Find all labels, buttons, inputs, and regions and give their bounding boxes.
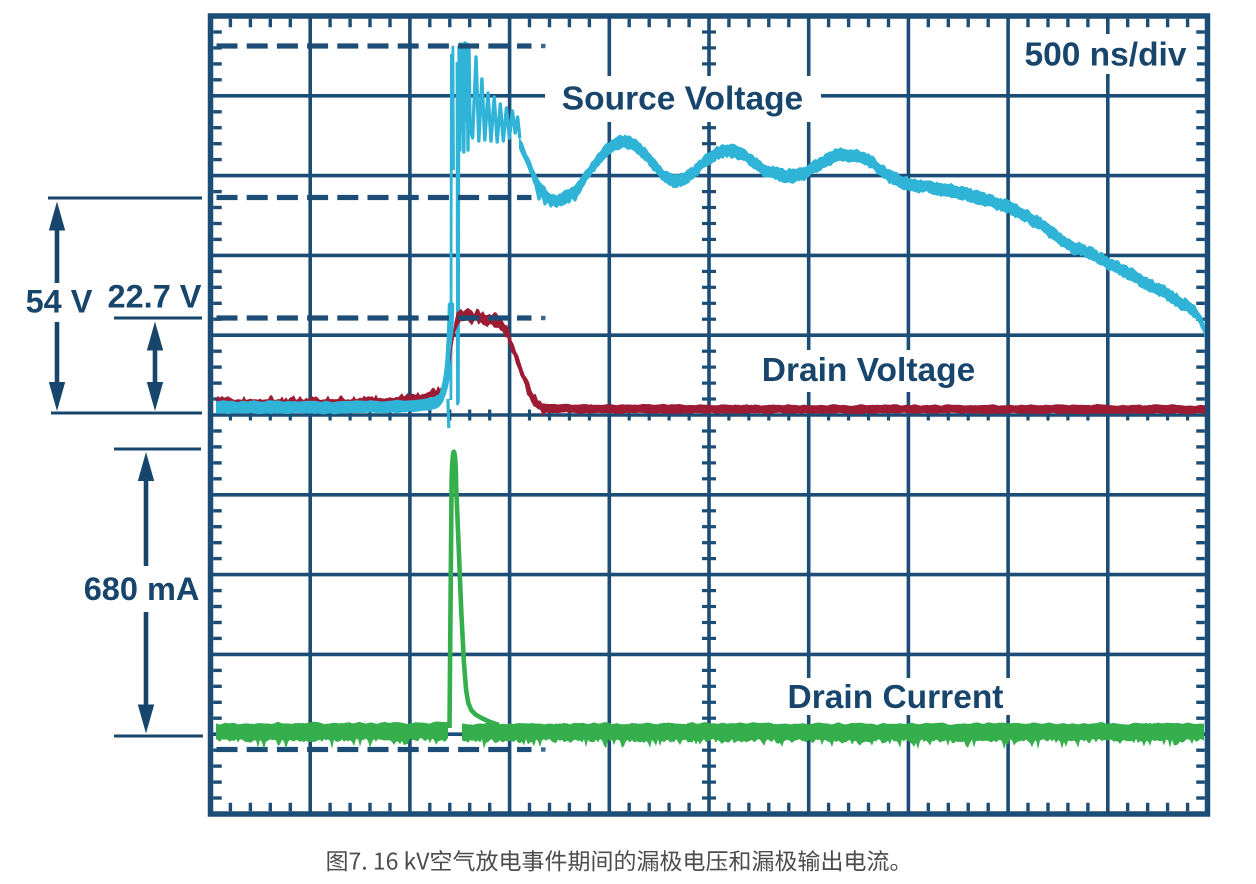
svg-text:22.7 V: 22.7 V — [108, 279, 202, 315]
svg-text:Source Voltage: Source Voltage — [562, 81, 803, 118]
svg-text:680 mA: 680 mA — [84, 571, 200, 607]
svg-text:Drain Voltage: Drain Voltage — [762, 352, 975, 389]
svg-text:500 ns/div: 500 ns/div — [1024, 37, 1186, 74]
svg-text:54 V: 54 V — [26, 284, 93, 320]
svg-text:Drain Current: Drain Current — [788, 679, 1004, 716]
